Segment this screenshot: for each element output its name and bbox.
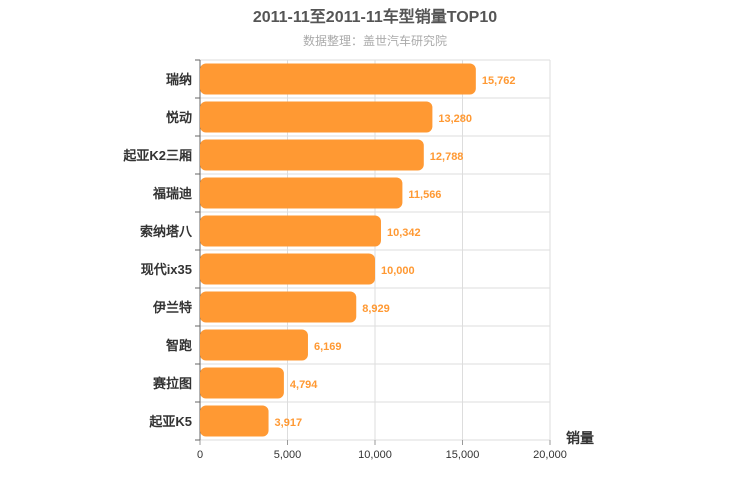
- x-tick-label: 10,000: [358, 449, 392, 461]
- bar: [200, 101, 433, 133]
- category-label: 伊兰特: [152, 300, 192, 315]
- bar: [200, 215, 381, 247]
- bar: [200, 253, 375, 285]
- category-label: 起亚K2三厢: [122, 148, 192, 163]
- data-label: 8,929: [362, 303, 390, 315]
- data-label: 12,788: [430, 151, 464, 163]
- x-tick-label: 15,000: [446, 449, 480, 461]
- category-label: 智跑: [166, 338, 192, 353]
- x-tick-label: 20,000: [533, 449, 567, 461]
- category-label: 瑞纳: [166, 72, 192, 87]
- bar: [200, 291, 357, 323]
- x-tick-labels: 0 5,000 10,000 15,000 20,000: [197, 449, 567, 461]
- data-labels: 15,762 13,280 12,788 11,566 10,342 10,000 8,92…: [275, 75, 516, 429]
- category-label: 赛拉图: [152, 376, 192, 391]
- category-label: 现代ix35: [141, 262, 192, 277]
- data-label: 15,762: [482, 75, 516, 87]
- bar: [200, 177, 403, 209]
- x-tick-label: 0: [197, 449, 203, 461]
- bar: [200, 139, 424, 171]
- x-axis-title: 销量: [566, 430, 594, 446]
- category-label: 福瑞迪: [152, 186, 192, 201]
- data-label: 10,342: [387, 227, 421, 239]
- category-label: 起亚K5: [148, 414, 192, 429]
- bar: [200, 367, 284, 399]
- bar: [200, 405, 269, 437]
- data-label: 6,169: [314, 341, 342, 353]
- category-label: 索纳塔八: [140, 224, 193, 239]
- x-tick-label: 5,000: [274, 449, 302, 461]
- data-label: 4,794: [290, 379, 318, 391]
- category-label: 悦动: [166, 110, 192, 125]
- data-label: 3,917: [275, 417, 303, 429]
- bar: [200, 63, 476, 95]
- chart-title: 2011-11至2011-11车型销量TOP10: [253, 7, 497, 26]
- data-label: 13,280: [438, 113, 472, 125]
- bar: [200, 329, 308, 361]
- gridlines: [195, 59, 551, 445]
- data-label: 11,566: [408, 189, 441, 201]
- data-label: 10,000: [381, 265, 415, 277]
- bars: [200, 63, 476, 437]
- chart-subtitle: 数据整理：盖世汽车研究院: [303, 33, 447, 48]
